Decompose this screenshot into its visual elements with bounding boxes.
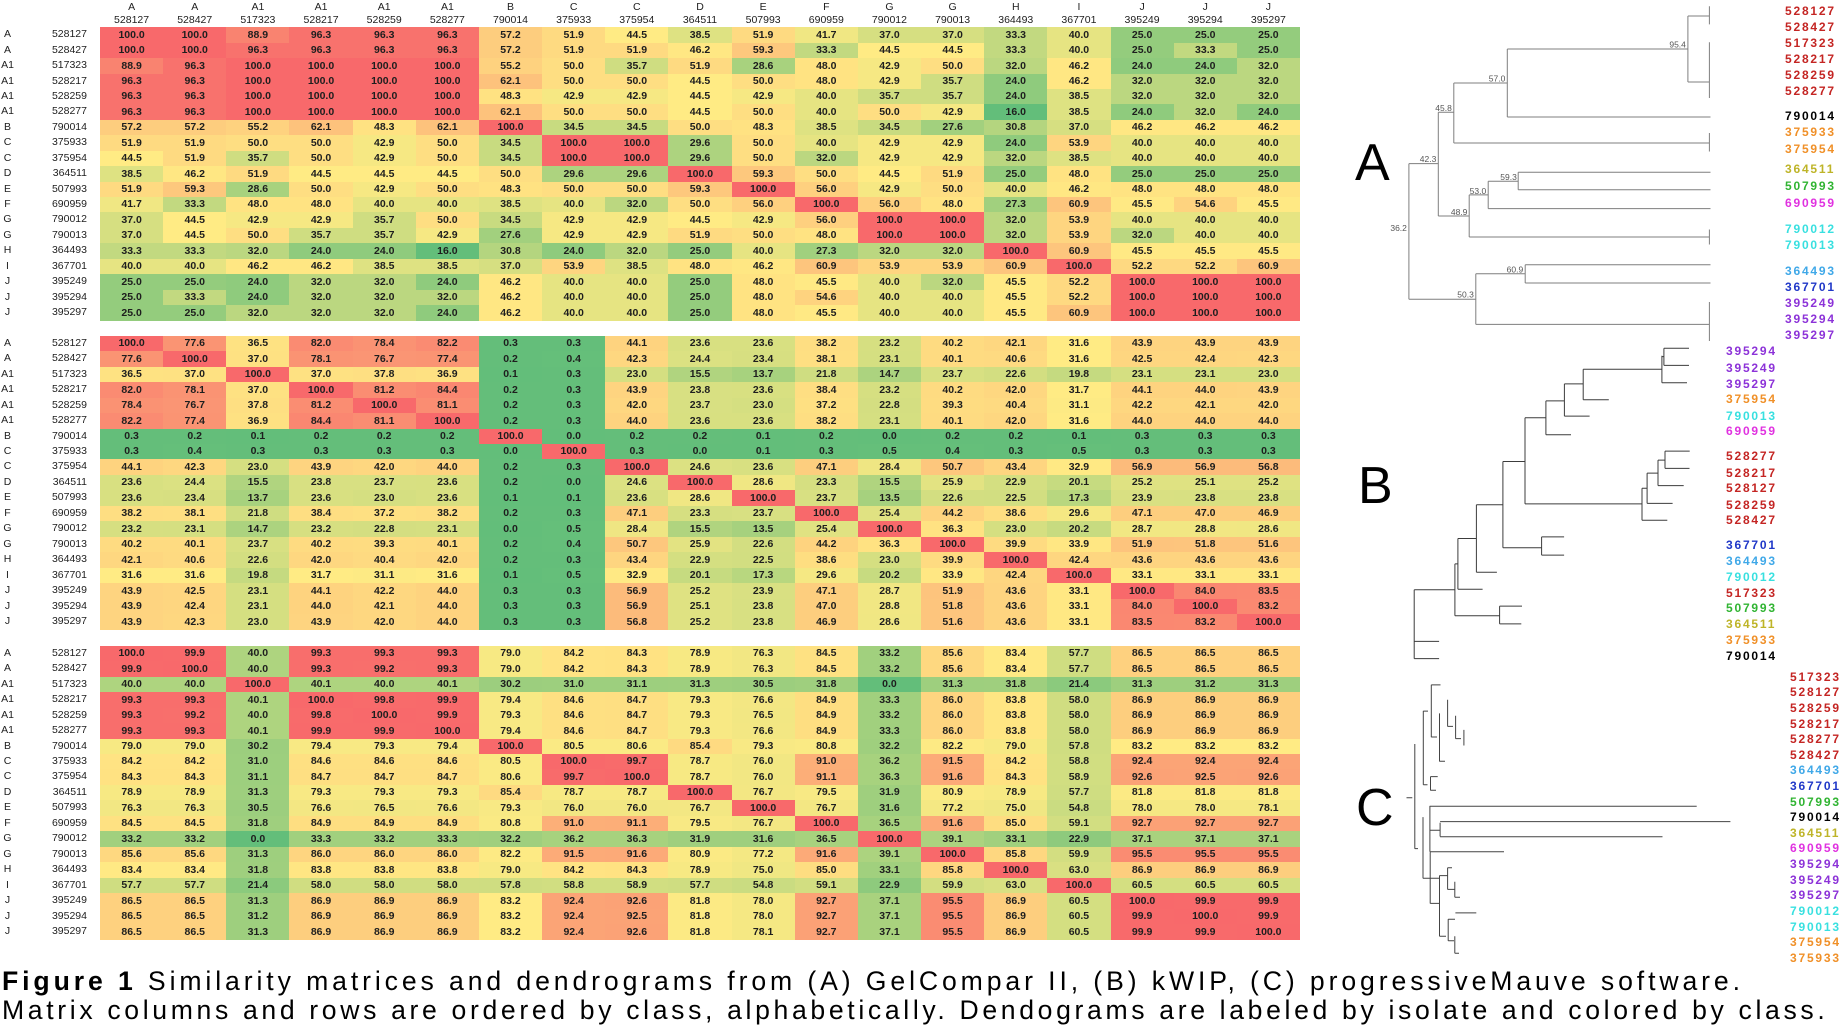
svg-text:60.9: 60.9 [1507,265,1524,275]
svg-text:45.8: 45.8 [1435,103,1452,113]
svg-text:57.0: 57.0 [1489,74,1506,84]
svg-text:53.0: 53.0 [1470,186,1487,196]
svg-text:36.2: 36.2 [1390,223,1407,233]
svg-text:48.9: 48.9 [1451,207,1468,217]
svg-text:95.4: 95.4 [1669,40,1686,50]
svg-text:50.3: 50.3 [1457,290,1474,300]
svg-text:59.3: 59.3 [1500,172,1517,182]
svg-text:42.3: 42.3 [1420,154,1437,164]
